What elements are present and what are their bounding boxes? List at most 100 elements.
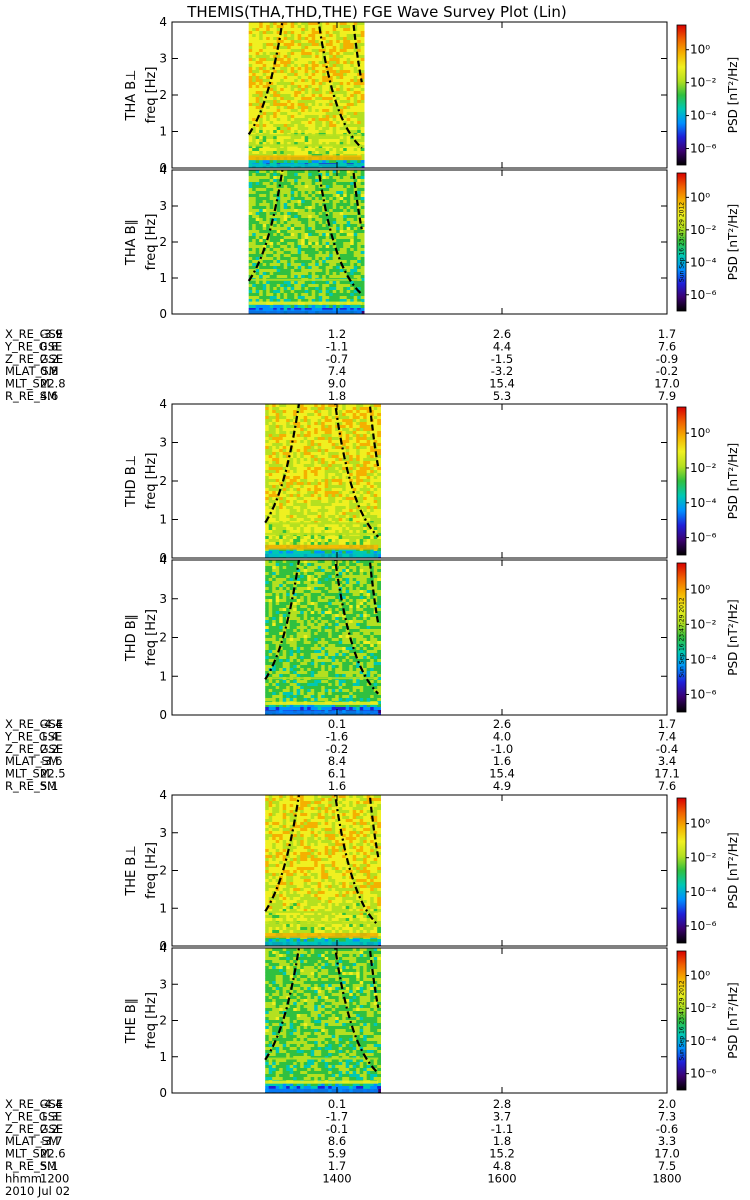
colorbar (676, 172, 687, 312)
spectrogram-panel-the-para: 0 1 2 3 4 THE B∥ freq [Hz] 10⁻⁶ 10⁻⁴ 10⁻² 10⁰ PSD [… (124, 941, 740, 1100)
ephemeris-value: -3.9 (40, 327, 62, 341)
ephemeris-value: 1.4 (40, 729, 58, 743)
colorbar (676, 797, 687, 944)
colorbar-tick-label: 10⁻⁴ (690, 255, 717, 269)
ephemeris-value: 2.2 (40, 1122, 58, 1136)
ephemeris-value: -0.2 (326, 742, 348, 756)
colorbar (676, 950, 687, 1091)
y-tick-label: 3 (159, 436, 167, 450)
y-tick-label: 4 (159, 397, 167, 411)
emission-band (265, 933, 379, 938)
emission-band (265, 911, 379, 914)
colorbar-tick-label: 10⁻² (690, 1001, 717, 1015)
panel-frame (171, 794, 668, 947)
y-axis-label: freq [Hz] (144, 214, 159, 271)
panel-name-label: THD B⊥ (124, 455, 139, 508)
panel-name-label: THE B∥ (124, 998, 139, 1044)
y-tick-label: 1 (159, 271, 167, 285)
ephemeris-value: -0.4 (656, 742, 678, 756)
ephemeris-value: 1.7 (658, 717, 676, 731)
spectrogram-image (264, 560, 381, 715)
ephemeris-value: 15.2 (489, 1147, 515, 1161)
ephemeris-value: 3.4 (658, 754, 676, 768)
x-axis-name: hhmm (5, 1171, 42, 1185)
plot-title: THEMIS(THA,THD,THE) FGE Wave Survey Plot… (186, 3, 567, 21)
colorbar-tick-label: 10⁰ (690, 190, 710, 204)
ephemeris-value: 2.8 (493, 1097, 511, 1111)
colorbar-tick-label: 10⁻⁶ (690, 288, 717, 302)
ephemeris-value: -0.6 (656, 1122, 678, 1136)
y-tick-label: 1 (159, 125, 167, 139)
colorbar-tick-label: 10⁰ (690, 43, 710, 57)
y-tick-label: 2 (159, 88, 167, 102)
colorbar-tick-label: 10⁻⁴ (690, 1034, 717, 1048)
colorbar-tick-label: 10⁻⁴ (690, 885, 717, 899)
ephemeris-value: 4.0 (493, 729, 511, 743)
panel-frame (171, 559, 668, 716)
panel-frame (171, 169, 668, 315)
ephemeris-value: 1.2 (328, 327, 346, 341)
ephemeris-value: 4.4 (493, 339, 511, 353)
ephemeris-label: Z_RE_GSE (5, 742, 63, 756)
y-axis-label: freq [Hz] (144, 992, 159, 1049)
cyclotron-curve-left (264, 404, 301, 524)
timestamp-stamp: Sun Sep 16 23:47:29 2012 (679, 597, 686, 677)
colorbar-tick-label: 10⁻⁶ (690, 687, 717, 701)
colorbar-label: PSD [nT²/Hz] (726, 204, 740, 280)
ephemeris-label: Y_RE_GSE (4, 339, 62, 353)
y-tick-label: 4 (159, 15, 167, 29)
colorbar-label: PSD [nT²/Hz] (726, 443, 740, 519)
timestamp-stamp: Sun Sep 16 23:47:29 2012 (679, 980, 686, 1060)
ephemeris-value: -1.1 (491, 1122, 513, 1136)
cyclotron-curve-right (317, 170, 363, 296)
panel-frame (171, 403, 668, 559)
ephemeris-value: 22.5 (40, 767, 66, 781)
spectrogram-image (264, 404, 381, 558)
colorbar-tick-label: 10⁻⁶ (690, 919, 717, 933)
y-tick-label: 1 (159, 669, 167, 683)
ephemeris-label: MLAT_SM (5, 1134, 59, 1148)
cyclotron-curve-right (317, 22, 363, 149)
x-tick-label: 1800 (652, 1171, 681, 1185)
emission-band (265, 1057, 379, 1060)
ephemeris-value: 7.4 (658, 729, 676, 743)
ephemeris-value: 2.6 (493, 327, 511, 341)
colorbar-tick-label: 10⁰ (690, 969, 710, 983)
colorbar-tick-label: 10⁻⁴ (690, 496, 717, 510)
colorbar-tick-label: 10⁻² (690, 617, 717, 631)
ephemeris-value: 5.1 (40, 779, 58, 793)
ephemeris-value: 5.3 (493, 389, 511, 403)
ephemeris-value: 1.7 (658, 327, 676, 341)
low-frequency-band (248, 163, 362, 168)
ephemeris-label: Z_RE_GSE (5, 352, 63, 366)
cyclotron-curve-dashed (352, 22, 363, 83)
cyclotron-curve-right (334, 948, 380, 1074)
spectrogram-image (247, 170, 365, 314)
spectrogram-image (264, 795, 381, 946)
colorbar-tick-label: 10⁰ (690, 817, 710, 831)
ephemeris-label: MLAT_SM (5, 754, 59, 768)
panel-name-label: THD B∥ (124, 614, 139, 662)
cyclotron-curve-left (247, 170, 284, 282)
ephemeris-label: MLT_SM (5, 377, 50, 391)
date-label: 2010 Jul 02 (5, 1184, 70, 1198)
colorbar-tick-label: 10⁻⁶ (690, 531, 717, 545)
ephemeris-value: 7.3 (658, 1109, 676, 1123)
ephemeris-value: 15.4 (489, 767, 515, 781)
colorbar-label: PSD [nT²/Hz] (726, 599, 740, 675)
ephemeris-value: 22.6 (40, 1147, 66, 1161)
x-tick-label: 1200 (40, 1171, 69, 1185)
y-tick-label: 2 (159, 631, 167, 645)
y-tick-label: 0 (159, 708, 167, 722)
ephemeris-value: 22.8 (40, 377, 66, 391)
panel-name-label: THA B⊥ (124, 70, 139, 122)
spectrogram-panel-the-perp: 0 1 2 3 4 THE B⊥ freq [Hz] 10⁻⁶ 10⁻⁴ 10⁻² 10⁰ PSD [… (124, 788, 740, 953)
ephemeris-value: 4.9 (493, 779, 511, 793)
cyclotron-curve-left (264, 795, 301, 912)
spectrogram-panels: 0 1 2 3 4 THA B⊥ freq [Hz] 10⁻⁶ 10⁻⁴ 10⁻² 10⁰ PSD [… (124, 15, 740, 1100)
colorbar-tick-label: 10⁰ (690, 426, 710, 440)
ephemeris-value: -0.1 (326, 1122, 348, 1136)
low-frequency-band (265, 553, 379, 558)
